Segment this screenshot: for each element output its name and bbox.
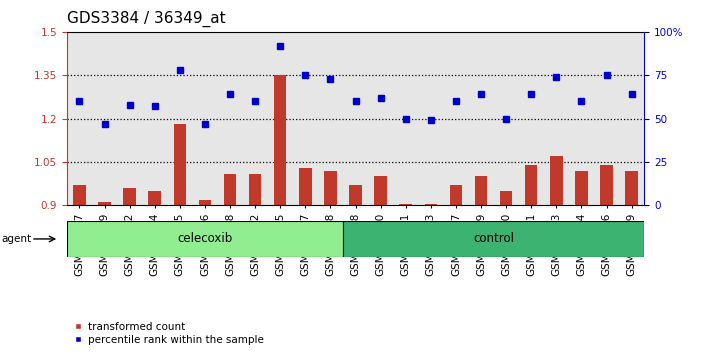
Bar bbox=[92, 32, 117, 205]
Bar bbox=[375, 176, 387, 205]
Bar bbox=[249, 173, 261, 205]
Text: agent: agent bbox=[1, 234, 32, 244]
Bar bbox=[324, 171, 337, 205]
Bar bbox=[67, 221, 343, 257]
Bar bbox=[425, 204, 437, 205]
Bar bbox=[343, 32, 368, 205]
Bar bbox=[67, 32, 92, 205]
Bar bbox=[575, 171, 588, 205]
Bar bbox=[192, 32, 218, 205]
Bar bbox=[343, 221, 644, 257]
Bar bbox=[293, 32, 318, 205]
Bar bbox=[625, 171, 638, 205]
Bar bbox=[274, 75, 287, 205]
Bar bbox=[174, 124, 186, 205]
Bar bbox=[99, 202, 111, 205]
Text: celecoxib: celecoxib bbox=[177, 233, 232, 245]
Bar bbox=[123, 188, 136, 205]
Bar bbox=[218, 32, 243, 205]
Bar bbox=[601, 165, 612, 205]
Bar bbox=[368, 32, 393, 205]
Bar bbox=[418, 32, 444, 205]
Bar bbox=[399, 204, 412, 205]
Bar bbox=[550, 156, 562, 205]
Bar bbox=[142, 32, 168, 205]
Bar bbox=[594, 32, 619, 205]
Bar bbox=[468, 32, 494, 205]
Bar bbox=[117, 32, 142, 205]
Bar bbox=[299, 168, 312, 205]
Bar bbox=[393, 32, 418, 205]
Bar bbox=[149, 191, 161, 205]
Bar bbox=[500, 191, 513, 205]
Bar bbox=[474, 176, 487, 205]
Bar bbox=[224, 173, 237, 205]
Bar bbox=[543, 32, 569, 205]
Text: control: control bbox=[473, 233, 514, 245]
Bar bbox=[318, 32, 343, 205]
Bar bbox=[243, 32, 268, 205]
Bar bbox=[444, 32, 468, 205]
Bar bbox=[569, 32, 594, 205]
Bar bbox=[168, 32, 192, 205]
Bar bbox=[73, 185, 86, 205]
Bar bbox=[268, 32, 293, 205]
Bar bbox=[199, 200, 211, 205]
Bar bbox=[525, 165, 537, 205]
Text: GDS3384 / 36349_at: GDS3384 / 36349_at bbox=[67, 11, 225, 27]
Legend: transformed count, percentile rank within the sample: transformed count, percentile rank withi… bbox=[68, 317, 268, 349]
Bar bbox=[519, 32, 543, 205]
Bar bbox=[450, 185, 463, 205]
Bar bbox=[494, 32, 519, 205]
Bar bbox=[349, 185, 362, 205]
Bar bbox=[619, 32, 644, 205]
